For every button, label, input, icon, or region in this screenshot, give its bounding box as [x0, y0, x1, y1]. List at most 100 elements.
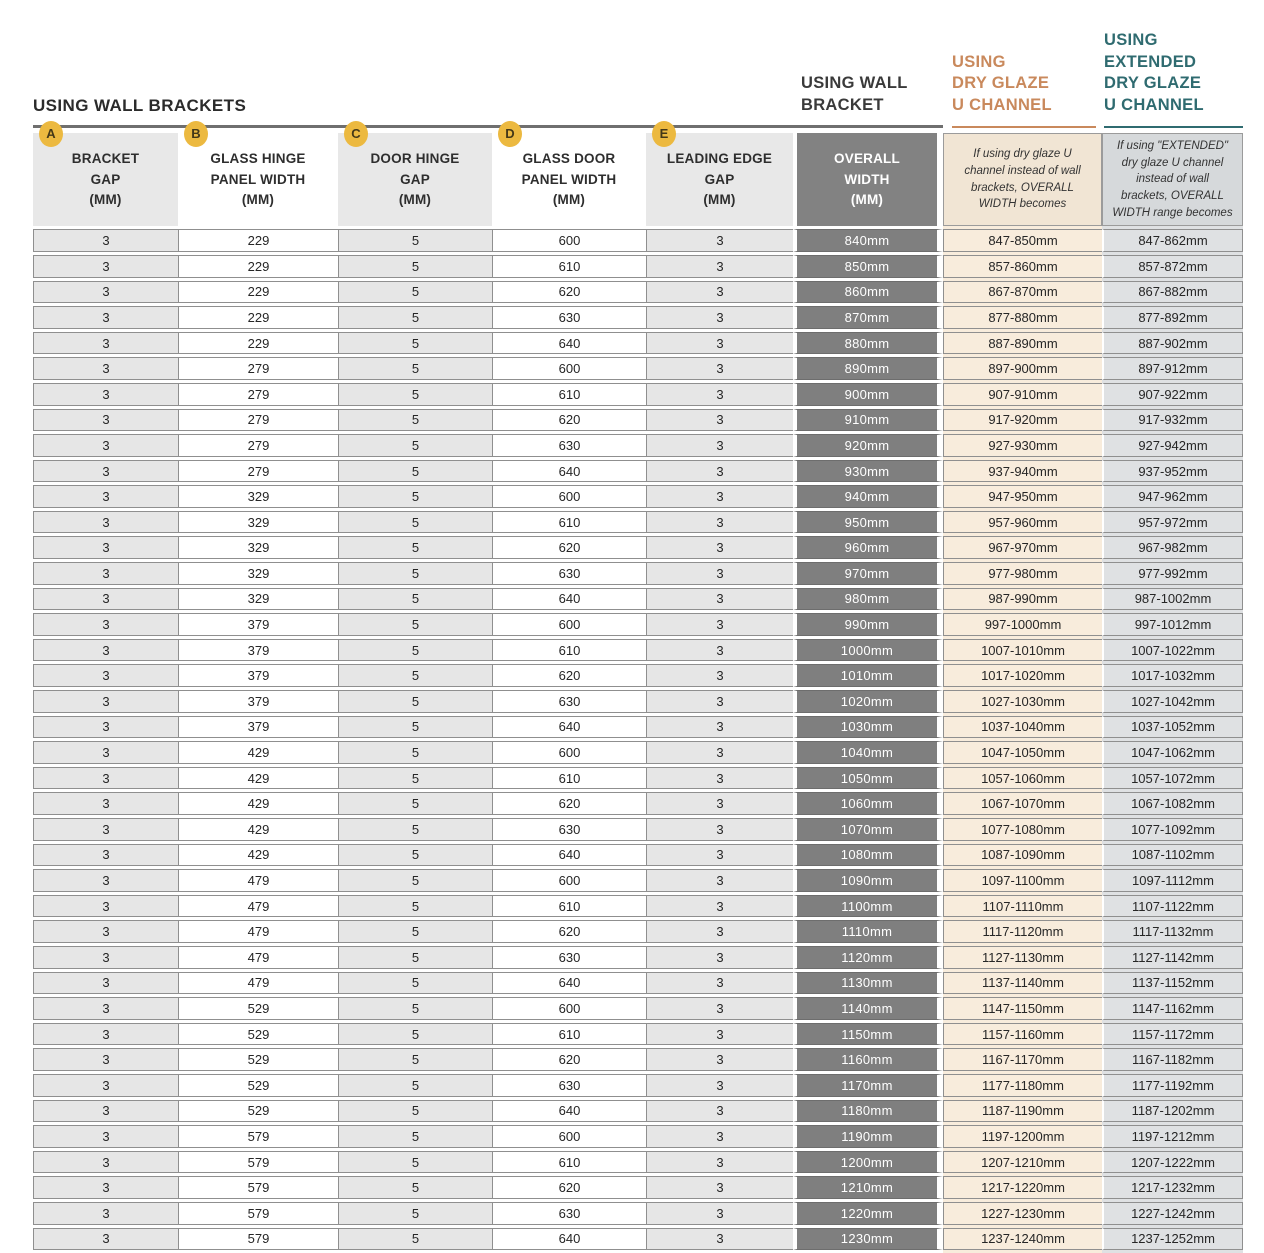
- badge-a: A: [39, 121, 63, 147]
- extended-dry-glaze-width-cell: 1067-1082mm: [1102, 792, 1243, 816]
- bracket-gap-cell: 3: [33, 690, 178, 713]
- extended-dry-glaze-width-cell: 947-962mm: [1102, 485, 1243, 508]
- door-hinge-gap-cell: 5: [338, 664, 492, 688]
- glass-hinge-panel-width-cell: 479: [178, 920, 338, 943]
- group-title-wall-bracket: USING WALL BRACKET: [801, 74, 908, 114]
- table-row: 3 379 5 640 3 1030mm 1037-1040mm 1037-1052mm: [33, 715, 1243, 739]
- glass-hinge-panel-width-cell: 379: [178, 613, 338, 636]
- glass-door-panel-width-cell: 610: [492, 766, 646, 790]
- door-hinge-gap-cell: 5: [338, 690, 492, 713]
- glass-hinge-panel-width-cell: 229: [178, 254, 338, 278]
- overall-width-cell: 1070mm: [793, 818, 943, 841]
- overall-width-cell: 1080mm: [793, 843, 943, 867]
- glass-door-panel-width-cell: 630: [492, 818, 646, 841]
- overall-width-cell: 980mm: [793, 587, 943, 611]
- leading-edge-gap-cell: 3: [646, 920, 793, 943]
- overall-width-cell: 950mm: [793, 510, 943, 534]
- overall-width-cell: 1110mm: [793, 920, 943, 943]
- overall-width-cell: 1190mm: [793, 1125, 943, 1148]
- glass-door-panel-width-cell: 630: [492, 562, 646, 585]
- glass-door-panel-width-cell: 620: [492, 408, 646, 432]
- door-hinge-gap-cell: 5: [338, 459, 492, 483]
- extended-dry-glaze-width-cell: 1167-1182mm: [1102, 1048, 1243, 1071]
- glass-hinge-panel-width-cell: 379: [178, 715, 338, 739]
- leading-edge-gap-cell: 3: [646, 818, 793, 841]
- column-label: LEADING EDGE GAP (MM): [666, 151, 773, 207]
- extended-dry-glaze-width-cell: 1007-1022mm: [1102, 638, 1243, 662]
- bracket-gap-cell: 3: [33, 664, 178, 688]
- table-row: 3 579 5 610 3 1200mm 1207-1210mm 1207-1222mm: [33, 1150, 1243, 1174]
- extended-dry-glaze-width-cell: 907-922mm: [1102, 382, 1243, 406]
- dry-glaze-width-cell: 987-990mm: [943, 587, 1102, 611]
- table-row: 3 279 5 630 3 920mm 927-930mm 927-942mm: [33, 434, 1243, 457]
- overall-width-cell: 1000mm: [793, 638, 943, 662]
- extended-dry-glaze-width-cell: 857-872mm: [1102, 254, 1243, 278]
- spec-table: A BRACKET GAP (MM) B GLASS HINGE PANEL W…: [33, 121, 1243, 1253]
- glass-door-panel-width-cell: 630: [492, 1201, 646, 1225]
- door-hinge-gap-cell: 5: [338, 229, 492, 252]
- extended-dry-glaze-width-cell: 1177-1192mm: [1102, 1073, 1243, 1097]
- divider-orange: [952, 125, 1096, 128]
- table-row: 3 529 5 640 3 1180mm 1187-1190mm 1187-1202mm: [33, 1099, 1243, 1123]
- extended-dry-glaze-width-cell: 1117-1132mm: [1102, 920, 1243, 943]
- glass-door-panel-width-cell: 640: [492, 1099, 646, 1123]
- door-hinge-gap-cell: 5: [338, 869, 492, 892]
- table-row: 3 379 5 630 3 1020mm 1027-1030mm 1027-1042mm: [33, 690, 1243, 713]
- glass-door-panel-width-cell: 640: [492, 459, 646, 483]
- dry-glaze-width-cell: 977-980mm: [943, 562, 1102, 585]
- overall-width-cell: 1140mm: [793, 997, 943, 1020]
- overall-width-cell: 960mm: [793, 536, 943, 560]
- table-row: 3 329 5 610 3 950mm 957-960mm 957-972mm: [33, 510, 1243, 534]
- extended-dry-glaze-width-cell: 1017-1032mm: [1102, 664, 1243, 688]
- glass-door-panel-width-cell: 610: [492, 510, 646, 534]
- glass-hinge-panel-width-cell: 529: [178, 1022, 338, 1046]
- bracket-gap-cell: 3: [33, 280, 178, 304]
- overall-width-cell: 1090mm: [793, 869, 943, 892]
- leading-edge-gap-cell: 3: [646, 690, 793, 713]
- bracket-gap-cell: 3: [33, 920, 178, 943]
- table-row: 3 279 5 640 3 930mm 937-940mm 937-952mm: [33, 459, 1243, 483]
- table-row: 3 579 5 630 3 1220mm 1227-1230mm 1227-1242mm: [33, 1201, 1243, 1225]
- group-title-dry-glaze: USING DRY GLAZE U CHANNEL: [952, 52, 1052, 114]
- glass-hinge-panel-width-cell: 479: [178, 945, 338, 969]
- leading-edge-gap-cell: 3: [646, 306, 793, 329]
- column-label: GLASS DOOR PANEL WIDTH (MM): [521, 151, 617, 207]
- leading-edge-gap-cell: 3: [646, 894, 793, 918]
- leading-edge-gap-cell: 3: [646, 638, 793, 662]
- column-label: If using dry glaze U channel instead of …: [964, 148, 1081, 211]
- overall-width-cell: 910mm: [793, 408, 943, 432]
- extended-dry-glaze-width-cell: 847-862mm: [1102, 229, 1243, 252]
- bracket-gap-cell: 3: [33, 894, 178, 918]
- bracket-gap-cell: 3: [33, 1022, 178, 1046]
- header-row: A BRACKET GAP (MM) B GLASS HINGE PANEL W…: [33, 121, 1243, 227]
- door-hinge-gap-cell: 5: [338, 1048, 492, 1071]
- glass-door-panel-width-cell: 630: [492, 306, 646, 329]
- door-hinge-gap-cell: 5: [338, 485, 492, 508]
- extended-dry-glaze-width-cell: 1217-1232mm: [1102, 1176, 1243, 1199]
- glass-hinge-panel-width-cell: 329: [178, 510, 338, 534]
- dry-glaze-width-cell: 1097-1100mm: [943, 869, 1102, 892]
- extended-dry-glaze-width-cell: 897-912mm: [1102, 357, 1243, 380]
- dry-glaze-width-cell: 997-1000mm: [943, 613, 1102, 636]
- glass-hinge-panel-width-cell: 529: [178, 1073, 338, 1097]
- table-row: 3 479 5 600 3 1090mm 1097-1100mm 1097-1112mm: [33, 869, 1243, 892]
- glass-hinge-panel-width-cell: 429: [178, 843, 338, 867]
- dry-glaze-width-cell: 1157-1160mm: [943, 1022, 1102, 1046]
- column-header-overall-width: OVERALL WIDTH (MM): [793, 133, 943, 227]
- glass-door-panel-width-cell: 610: [492, 894, 646, 918]
- extended-dry-glaze-width-cell: 1037-1052mm: [1102, 715, 1243, 739]
- table-row: 3 229 5 600 3 840mm 847-850mm 847-862mm: [33, 229, 1243, 252]
- leading-edge-gap-cell: 3: [646, 792, 793, 816]
- bracket-gap-cell: 3: [33, 638, 178, 662]
- dry-glaze-width-cell: 1187-1190mm: [943, 1099, 1102, 1123]
- extended-dry-glaze-width-cell: 1237-1252mm: [1102, 1227, 1243, 1251]
- bracket-gap-cell: 3: [33, 997, 178, 1020]
- column-header-leading-edge-gap: E LEADING EDGE GAP (MM): [646, 121, 793, 227]
- extended-dry-glaze-width-cell: 1097-1112mm: [1102, 869, 1243, 892]
- glass-door-panel-width-cell: 610: [492, 638, 646, 662]
- table-row: 3 579 5 600 3 1190mm 1197-1200mm 1197-1212mm: [33, 1125, 1243, 1148]
- bracket-gap-cell: 3: [33, 843, 178, 867]
- glass-door-panel-width-cell: 640: [492, 1227, 646, 1251]
- overall-width-cell: 840mm: [793, 229, 943, 252]
- badge-c: C: [344, 121, 368, 147]
